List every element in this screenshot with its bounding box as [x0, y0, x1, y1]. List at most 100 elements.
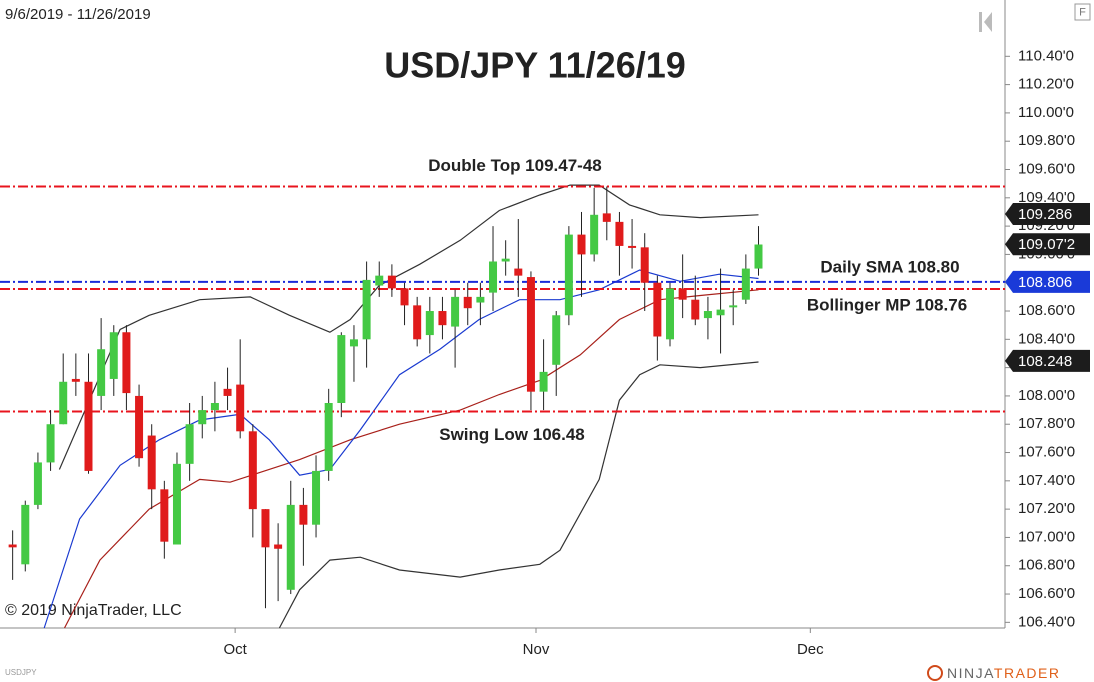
candle-body	[691, 299, 700, 320]
f-button[interactable]: F	[1074, 3, 1091, 21]
candle-body	[59, 381, 68, 425]
indicator-line	[278, 361, 759, 629]
y-tick-label: 107.40'0	[1018, 472, 1075, 489]
y-tick-label: 106.40'0	[1018, 613, 1075, 630]
candle-body	[312, 470, 321, 525]
price-tag	[1005, 270, 1090, 293]
candle-body	[413, 305, 422, 340]
logo-first: NINJA	[947, 665, 994, 681]
candle-body	[172, 463, 181, 545]
candle-body	[147, 435, 156, 490]
candle-body	[337, 335, 346, 403]
annotation: Bollinger MP 108.76	[807, 295, 967, 314]
candle-body	[33, 462, 42, 505]
candle-body	[489, 261, 498, 293]
nav-icon[interactable]	[979, 12, 992, 32]
candle-body	[666, 288, 674, 340]
candle-body	[286, 504, 295, 590]
y-tick-label: 107.60'0	[1018, 443, 1075, 460]
y-tick-label: 107.20'0	[1018, 500, 1075, 517]
candle-body	[122, 332, 131, 394]
price-tag	[1005, 202, 1090, 225]
candle-body	[729, 305, 738, 308]
candle-body	[71, 378, 80, 382]
candle-body	[248, 431, 257, 510]
date-range: 9/6/2019 - 11/26/2019	[5, 6, 151, 23]
x-tick-label: Nov	[523, 641, 550, 658]
f-box	[1074, 3, 1091, 21]
candle-body	[640, 247, 649, 283]
candle-body	[653, 282, 662, 337]
candle-body	[741, 268, 750, 300]
candle-body	[438, 311, 447, 326]
nav-arrow	[984, 12, 992, 32]
y-tick-label: 108.60'0	[1018, 302, 1075, 319]
logo-icon	[927, 665, 943, 681]
candle-body	[451, 296, 460, 327]
candle-body	[198, 410, 207, 425]
annotation: Daily SMA 108.80	[820, 257, 959, 276]
candle-body	[526, 277, 535, 392]
candle-body	[135, 395, 144, 459]
logo: NINJATRADER	[927, 665, 1060, 681]
symbol: USDJPY	[5, 668, 37, 677]
candle-body	[362, 279, 371, 340]
y-tick-label: 110.20'0	[1018, 76, 1074, 93]
candle-body	[577, 234, 586, 255]
x-tick-label: Oct	[223, 641, 247, 658]
candle-body	[615, 221, 624, 246]
candle-body	[21, 504, 30, 565]
candle-body	[375, 275, 384, 286]
candle-body	[703, 311, 712, 319]
logo-text: NINJATRADER	[947, 665, 1060, 681]
y-tick-label: 108.40'0	[1018, 330, 1075, 347]
y-tick-label: 106.80'0	[1018, 557, 1075, 574]
candle-body	[400, 288, 409, 306]
price-tag-label: 108.806	[1018, 274, 1072, 291]
y-tick-label: 109.40'0	[1018, 189, 1075, 206]
candle-body	[387, 275, 396, 289]
indicator-line	[58, 184, 759, 470]
y-tick-label: 109.80'0	[1018, 132, 1075, 149]
candle-body	[602, 213, 611, 222]
candle-body	[754, 244, 763, 269]
x-tick-label: Dec	[797, 641, 824, 658]
candle-body	[678, 288, 687, 300]
candle-body	[160, 489, 169, 542]
price-tag-label: 109.07'2	[1018, 236, 1075, 253]
candle-body	[476, 296, 485, 303]
candle-body	[8, 544, 17, 548]
y-tick-label: 109.60'0	[1018, 160, 1075, 177]
y-tick-label: 110.40'0	[1018, 47, 1074, 64]
candle-body	[261, 509, 270, 548]
candle-body	[97, 349, 106, 396]
y-tick-label: 110.00'0	[1018, 104, 1074, 121]
y-tick-label: 107.80'0	[1018, 415, 1075, 432]
price-tag-label: 108.248	[1018, 353, 1072, 370]
candle-body	[223, 388, 232, 396]
price-tag	[1005, 233, 1090, 256]
candle-body	[299, 504, 308, 525]
candle-body	[564, 234, 573, 316]
candle-body	[716, 309, 725, 316]
copyright: © 2019 NinjaTrader, LLC	[5, 602, 182, 619]
candle-body	[425, 311, 434, 336]
y-tick-label: 107.00'0	[1018, 528, 1075, 545]
candle-body	[274, 544, 283, 549]
candle-body	[109, 332, 118, 379]
annotation: Double Top 109.47-48	[428, 156, 602, 175]
candle-body	[501, 258, 510, 262]
candle-body	[463, 296, 472, 309]
candle-body	[324, 403, 333, 471]
candle-body	[514, 268, 523, 276]
nav-bar	[979, 12, 982, 32]
indicator-line	[43, 269, 759, 629]
candle-body	[46, 424, 55, 463]
candle-body	[210, 403, 219, 411]
candle-body	[552, 315, 561, 365]
candle-body	[539, 371, 548, 392]
annotation: Swing Low 106.48	[439, 425, 585, 444]
